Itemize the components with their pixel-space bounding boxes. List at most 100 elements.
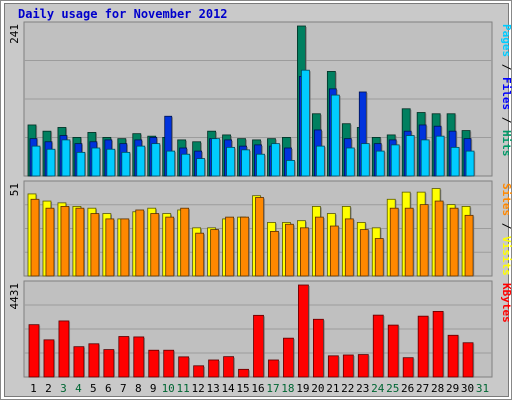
x-tick-label-30: 30 [461, 382, 474, 395]
bar-pages-day-24 [375, 150, 385, 177]
x-tick-label-24: 24 [371, 382, 385, 395]
bar-pages-day-5 [91, 147, 101, 177]
legend-part: / [500, 57, 512, 77]
x-tick-label-5: 5 [90, 382, 97, 395]
x-tick-label-19: 19 [296, 382, 309, 395]
x-tick-label-16: 16 [251, 382, 264, 395]
bar-kbytes-day-1 [28, 324, 40, 378]
bar-kbytes-day-13 [208, 359, 220, 378]
x-tick-label-26: 26 [401, 382, 414, 395]
legend-part: / [500, 110, 512, 130]
bar-pages-day-16 [256, 153, 265, 177]
bar-kbytes-day-16 [253, 314, 264, 378]
panel-max-label: 4431 [8, 283, 21, 310]
bar-pages-day-7 [121, 151, 131, 177]
bar-kbytes-day-12 [193, 365, 205, 378]
bar-pages-day-28 [435, 135, 445, 177]
bar-pages-day-8 [136, 145, 146, 177]
x-tick-label-1: 1 [30, 382, 37, 395]
x-tick-label-31: 31 [476, 382, 489, 395]
x-tick-label-8: 8 [135, 382, 142, 395]
legend-part: Pages [500, 24, 512, 57]
bar-kbytes-day-22 [342, 354, 354, 378]
bar-kbytes-day-25 [387, 324, 399, 378]
x-tick-label-2: 2 [45, 382, 52, 395]
bar-sites-day-30 [464, 214, 474, 277]
bar-kbytes-day-27 [417, 315, 429, 378]
bar-kbytes-day-18 [283, 337, 294, 378]
bar-kbytes-day-10 [163, 349, 175, 378]
x-tick-label-29: 29 [446, 382, 459, 395]
bar-sites-day-7 [120, 218, 130, 277]
bar-kbytes-day-30 [462, 342, 474, 378]
bar-pages-day-12 [196, 158, 206, 177]
legend-part: Files [500, 77, 512, 110]
bar-pages-day-21 [330, 94, 340, 177]
x-tick-label-12: 12 [192, 382, 205, 395]
bar-pages-day-18 [286, 160, 295, 177]
bar-sites-day-29 [449, 207, 459, 277]
bar-sites-day-5 [90, 213, 100, 277]
bar-kbytes-day-17 [268, 359, 279, 378]
x-tick-label-20: 20 [311, 382, 324, 395]
bar-kbytes-day-7 [118, 336, 130, 378]
bar-sites-day-8 [135, 209, 145, 277]
bar-sites-day-14 [225, 216, 234, 277]
bar-sites-day-19 [300, 227, 309, 277]
bar-kbytes-day-5 [88, 343, 100, 378]
bar-sites-day-6 [105, 218, 115, 277]
x-tick-label-17: 17 [266, 382, 279, 395]
bar-kbytes-day-8 [133, 336, 145, 378]
x-tick-label-14: 14 [221, 382, 235, 395]
bar-sites-day-24 [374, 238, 384, 277]
x-tick-label-23: 23 [356, 382, 369, 395]
bar-sites-day-12 [195, 232, 205, 277]
bar-kbytes-day-3 [58, 320, 70, 378]
bar-pages-day-2 [46, 148, 56, 177]
bar-kbytes-day-24 [372, 314, 384, 378]
bar-sites-day-25 [389, 207, 399, 277]
bar-pages-day-27 [420, 139, 430, 177]
bar-sites-day-9 [150, 213, 160, 277]
legend-part: Sites [500, 183, 512, 216]
panel-legend-label: KBytes [500, 283, 512, 323]
bar-sites-day-3 [60, 206, 70, 277]
panel-pages-files-hits: 241 Pages / Files / Hits [8, 21, 512, 177]
bar-pages-day-22 [345, 147, 355, 177]
x-tick-label-4: 4 [75, 382, 82, 395]
x-tick-label-13: 13 [206, 382, 219, 395]
bar-sites-day-18 [285, 223, 294, 277]
panel-max-label: 241 [8, 24, 21, 44]
x-tick-label-10: 10 [162, 382, 175, 395]
bar-pages-day-20 [315, 145, 325, 177]
bar-kbytes-day-4 [73, 346, 85, 378]
legend-part: KBytes [500, 283, 512, 323]
bar-kbytes-day-20 [312, 318, 324, 378]
bar-pages-day-26 [405, 135, 415, 177]
bar-sites-day-11 [180, 207, 190, 277]
bar-sites-day-23 [359, 229, 369, 277]
legend-part: / [500, 216, 512, 236]
panels-group: 241 Pages / Files / Hits 51 Sites / Visits 4… [8, 21, 512, 378]
x-tick-label-6: 6 [105, 382, 112, 395]
bar-kbytes-day-23 [357, 354, 369, 378]
bar-kbytes-day-29 [447, 334, 459, 378]
bar-pages-day-29 [450, 146, 460, 177]
x-tick-label-25: 25 [386, 382, 399, 395]
x-tick-label-22: 22 [341, 382, 354, 395]
x-tick-label-9: 9 [150, 382, 157, 395]
bar-kbytes-day-14 [223, 356, 234, 378]
bar-sites-day-17 [270, 230, 279, 277]
legend-part: Hits [500, 130, 512, 157]
panel-kbytes: 4431 KBytes [8, 280, 512, 378]
bar-sites-day-1 [30, 198, 40, 277]
bar-pages-day-25 [390, 144, 400, 177]
x-tick-label-18: 18 [281, 382, 294, 395]
bar-sites-day-27 [419, 204, 429, 277]
x-tick-label-28: 28 [431, 382, 444, 395]
panel-visits-sites: 51 Sites / Visits [8, 180, 512, 277]
bar-sites-day-13 [210, 229, 220, 277]
bar-pages-day-19 [301, 69, 310, 177]
